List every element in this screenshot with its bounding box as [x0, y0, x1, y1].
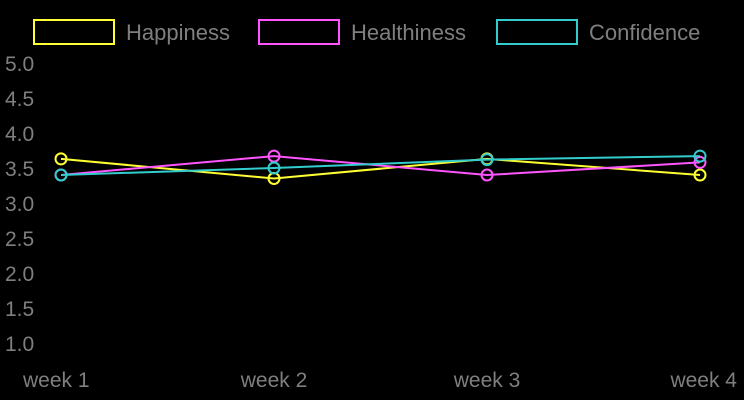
series-line-confidence [60, 155, 701, 176]
y-tick-label: 4.5 [5, 88, 34, 111]
legend-swatch-confidence [496, 19, 578, 45]
y-tick-label: 2.0 [5, 263, 34, 286]
x-axis: week 1 week 2 week 3 week 4 [22, 369, 737, 392]
data-point-confidence[interactable] [54, 168, 68, 182]
series-line-healthiness [60, 155, 701, 177]
x-tick-label: week 4 [669, 369, 737, 392]
series-line-happiness [60, 157, 701, 180]
data-point-happiness[interactable] [54, 152, 68, 166]
legend-swatch-healthiness [258, 19, 340, 45]
legend-swatch-happiness [33, 19, 115, 45]
data-point-confidence[interactable] [480, 153, 494, 167]
y-axis: 1.0 1.5 2.0 2.5 3.0 3.5 4.0 4.5 5.0 [5, 53, 34, 356]
y-tick-label: 5.0 [5, 53, 34, 76]
x-tick-label: week 1 [22, 369, 90, 392]
x-tick-label: week 2 [240, 369, 308, 392]
legend-label-healthiness: Healthiness [351, 20, 466, 45]
x-tick-label: week 3 [453, 369, 521, 392]
series-healthiness [54, 149, 707, 182]
legend-label-happiness: Happiness [126, 20, 230, 45]
y-tick-label: 1.5 [5, 298, 34, 321]
data-point-happiness[interactable] [693, 168, 707, 182]
legend-item-healthiness[interactable]: Healthiness [258, 19, 466, 45]
plot-area [54, 149, 707, 185]
data-point-confidence[interactable] [267, 161, 281, 175]
y-tick-label: 2.5 [5, 228, 34, 251]
data-point-confidence[interactable] [693, 149, 707, 163]
data-point-healthiness[interactable] [480, 168, 494, 182]
y-tick-label: 1.0 [5, 333, 34, 356]
chart-legend: Happiness Healthiness Confidence [33, 19, 700, 45]
legend-item-happiness[interactable]: Happiness [33, 19, 230, 45]
y-tick-label: 3.0 [5, 193, 34, 216]
series-confidence [54, 149, 707, 182]
y-tick-label: 4.0 [5, 123, 34, 146]
legend-label-confidence: Confidence [589, 20, 700, 45]
y-tick-label: 3.5 [5, 158, 34, 181]
legend-item-confidence[interactable]: Confidence [496, 19, 700, 45]
